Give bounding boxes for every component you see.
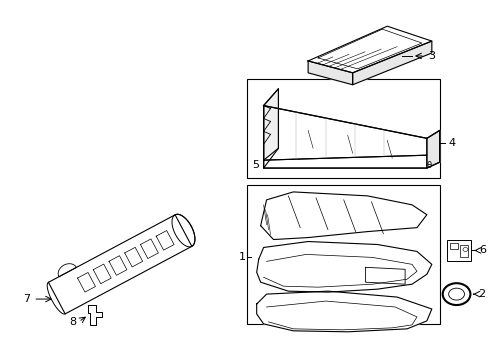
Text: 1: 1 <box>238 252 245 262</box>
Text: 2: 2 <box>477 289 485 299</box>
Polygon shape <box>48 215 191 314</box>
Polygon shape <box>78 273 95 292</box>
Text: 3: 3 <box>427 51 434 61</box>
Polygon shape <box>260 192 426 239</box>
Polygon shape <box>156 230 174 250</box>
Polygon shape <box>307 61 352 85</box>
Bar <box>246 185 439 324</box>
Polygon shape <box>124 247 142 267</box>
Polygon shape <box>109 256 127 275</box>
Text: 5: 5 <box>251 160 258 170</box>
Bar <box>246 79 439 178</box>
Bar <box>446 239 470 261</box>
Text: θ: θ <box>426 161 431 170</box>
Text: 7: 7 <box>23 294 30 304</box>
Polygon shape <box>263 89 278 160</box>
Polygon shape <box>365 267 404 284</box>
Text: 4: 4 <box>447 138 455 148</box>
Polygon shape <box>352 41 431 85</box>
Polygon shape <box>140 239 158 258</box>
Text: 8: 8 <box>69 317 77 327</box>
Bar <box>449 243 457 249</box>
Polygon shape <box>426 130 439 168</box>
Polygon shape <box>256 242 431 292</box>
Bar <box>459 246 468 257</box>
Polygon shape <box>93 264 111 284</box>
Text: 6: 6 <box>478 246 486 256</box>
Polygon shape <box>88 305 102 325</box>
Polygon shape <box>172 214 195 247</box>
Polygon shape <box>263 155 426 168</box>
Polygon shape <box>256 291 431 332</box>
Polygon shape <box>307 26 431 73</box>
Polygon shape <box>263 105 426 160</box>
